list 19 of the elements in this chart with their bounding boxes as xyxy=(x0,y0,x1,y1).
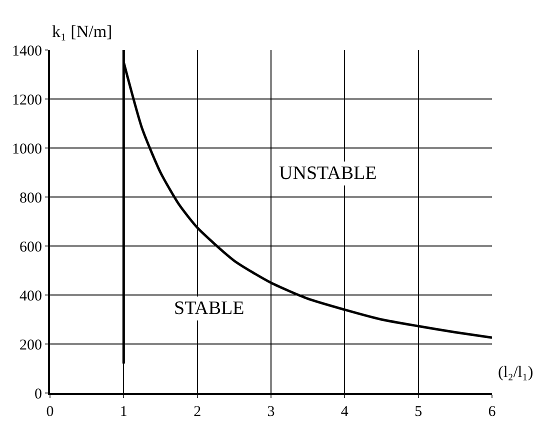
x-tick-label: 5 xyxy=(414,404,422,420)
y-tick-label: 600 xyxy=(20,239,42,256)
y-axis-title: k₁ [N/m] xyxy=(52,22,112,41)
x-tick-label: 6 xyxy=(488,404,496,420)
y-tick-label: 1200 xyxy=(12,92,42,108)
x-tick-label: 2 xyxy=(194,404,202,420)
y-tick-label: 1000 xyxy=(12,141,42,158)
x-tick-label: 1 xyxy=(120,404,128,420)
y-tick-label: 200 xyxy=(20,337,42,354)
y-tick-label: 0 xyxy=(34,386,42,402)
y-tick-label: 1400 xyxy=(12,43,42,60)
x-tick-label: 4 xyxy=(340,404,349,420)
x-tick-label: 0 xyxy=(46,404,54,420)
y-tick-label: 800 xyxy=(20,190,42,206)
annotation: STABLE xyxy=(174,298,244,319)
annotation: UNSTABLE xyxy=(279,163,377,184)
y-tick-label: 400 xyxy=(20,288,42,304)
x-axis-title: (l₂/l₁) xyxy=(498,364,534,381)
x-tick-label: 3 xyxy=(267,404,275,420)
